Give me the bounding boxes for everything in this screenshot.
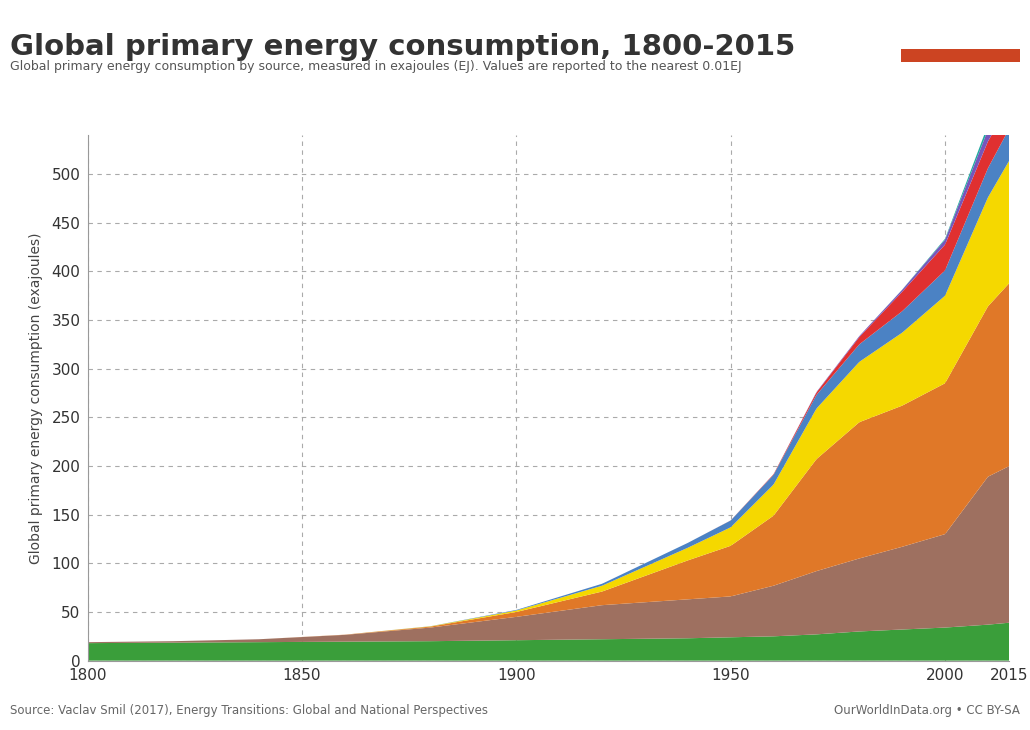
Y-axis label: Global primary energy consumption (exajoules): Global primary energy consumption (exajo…: [29, 232, 43, 564]
Text: Source: Vaclav Smil (2017), Energy Transitions: Global and National Perspectives: Source: Vaclav Smil (2017), Energy Trans…: [10, 704, 488, 717]
Text: Global primary energy consumption by source, measured in exajoules (EJ). Values : Global primary energy consumption by sou…: [10, 60, 742, 73]
Text: World - Wind and solar: World - Wind and solar: [323, 99, 483, 112]
Text: OurWorldInData.org • CC BY-SA: OurWorldInData.org • CC BY-SA: [834, 704, 1020, 717]
Text: World - Traditional biofuels: World - Traditional biofuels: [2, 76, 193, 89]
Text: World - Coal: World - Coal: [187, 76, 273, 89]
Bar: [901, 49, 1020, 62]
Text: World - Hydroelectricity: World - Hydroelectricity: [511, 76, 678, 89]
Text: Our World: Our World: [927, 13, 994, 26]
Text: World - Nuclear electricity: World - Nuclear electricity: [3, 99, 185, 112]
Text: World - Modern biofuels: World - Modern biofuels: [172, 99, 340, 112]
Text: in Data: in Data: [936, 31, 985, 44]
Text: World - Natural gas: World - Natural gas: [384, 76, 521, 89]
Text: World - Crude oil: World - Crude oil: [273, 76, 390, 89]
Text: Global primary energy consumption, 1800-2015: Global primary energy consumption, 1800-…: [10, 33, 795, 61]
